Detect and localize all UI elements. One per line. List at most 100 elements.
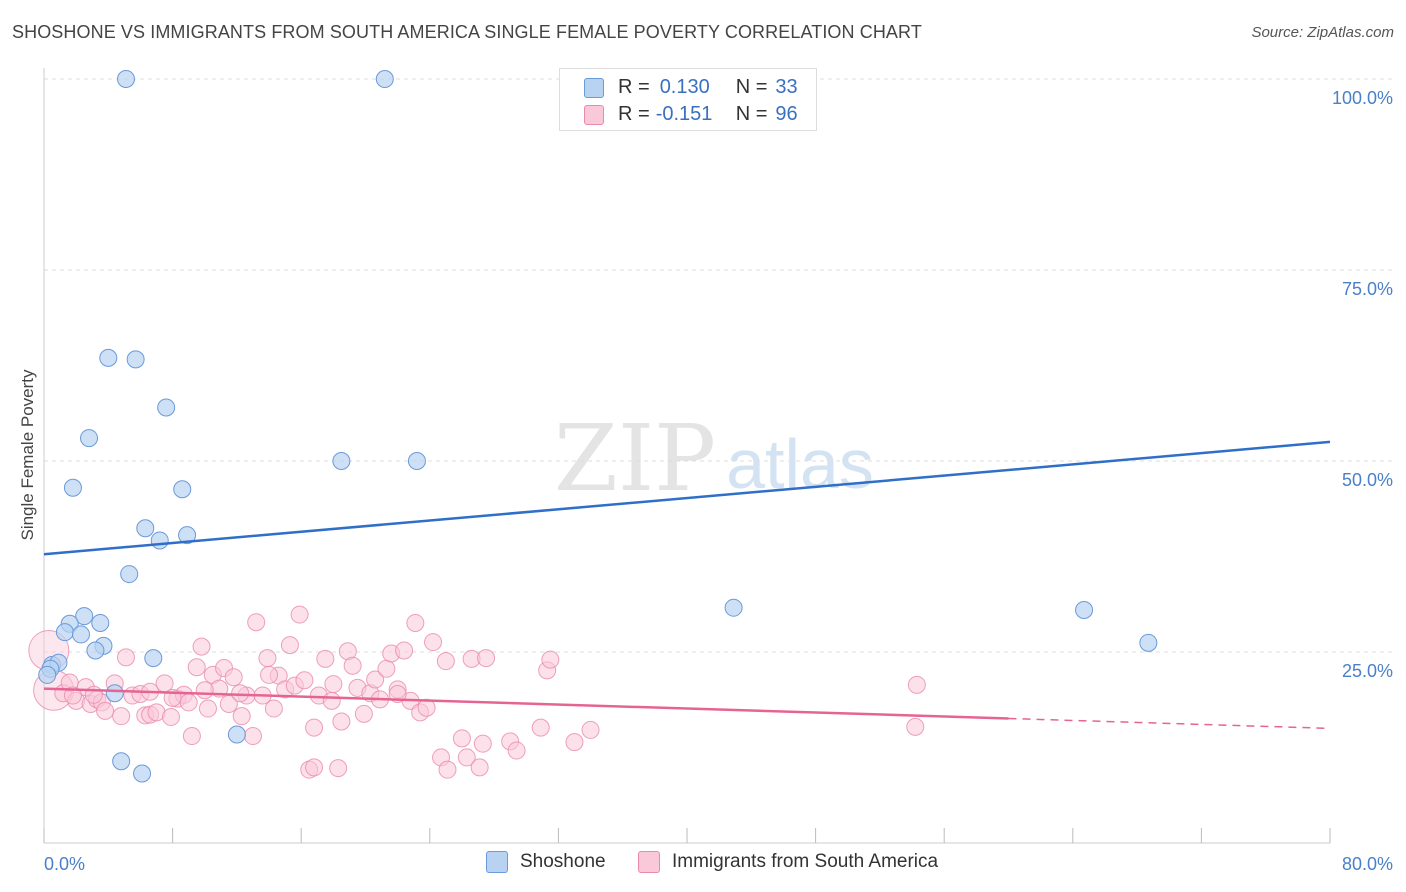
legend-row-immigrants: R = -0.151 N = 96 — [584, 102, 798, 126]
x-tick-label: 80.0% — [1342, 854, 1393, 874]
shoshone-point — [136, 519, 155, 538]
shoshone-point — [332, 452, 351, 470]
immigrants-point — [63, 686, 82, 705]
immigrants-point — [541, 650, 560, 669]
immigrants-point — [354, 704, 373, 723]
immigrants-point — [507, 741, 526, 760]
immigrants-point — [260, 665, 279, 684]
immigrants-point — [531, 718, 550, 737]
chart-title: SHOSHONE VS IMMIGRANTS FROM SOUTH AMERIC… — [12, 22, 922, 42]
immigrants-point — [198, 699, 217, 718]
immigrants-point — [906, 717, 925, 736]
immigrants-point — [232, 707, 251, 726]
shoshone-point — [157, 398, 176, 417]
shoshone-point — [1139, 633, 1158, 652]
immigrants-point — [290, 605, 309, 624]
immigrants-point — [182, 727, 201, 746]
immigrants-point — [395, 641, 414, 660]
immigrants-point — [305, 718, 324, 737]
shoshone-point — [80, 429, 99, 448]
legend-n-label: N = — [735, 75, 768, 98]
watermark-atlas: atlas — [726, 425, 874, 503]
shoshone-point — [144, 649, 163, 668]
legend-r-value-immigrants: -0.151 — [655, 102, 713, 125]
shoshone-point — [120, 565, 139, 584]
legend-swatch-immigrants — [584, 105, 604, 125]
axes — [43, 68, 1331, 844]
immigrants-point — [112, 707, 131, 726]
y-tick-label: 75.0% — [1342, 279, 1393, 299]
immigrants-point — [406, 613, 425, 632]
immigrants-points — [28, 605, 926, 779]
shoshone-point — [724, 598, 743, 617]
immigrants-point — [295, 671, 314, 690]
shoshone-point — [86, 641, 105, 660]
legend-row-shoshone: R = 0.130 N = 33 — [584, 75, 798, 99]
immigrants-point — [332, 712, 351, 731]
immigrants-point — [264, 699, 283, 718]
immigrants-point — [329, 759, 348, 778]
legend-swatch-immigrants — [638, 851, 660, 873]
immigrants-point — [322, 691, 341, 710]
legend-n-value-immigrants: 96 — [775, 102, 798, 125]
legend-label-immigrants: Immigrants from South America — [672, 851, 939, 872]
immigrants-point — [477, 649, 496, 668]
immigrants-point — [161, 707, 180, 726]
shoshone-point — [227, 725, 246, 744]
legend-r-value-shoshone: 0.130 — [659, 75, 710, 98]
immigrants-point — [179, 693, 198, 712]
shoshone-point — [105, 684, 124, 703]
immigrants-point — [581, 720, 600, 739]
shoshone-point — [112, 752, 131, 771]
legend-item-shoshone: Shoshone — [486, 851, 606, 873]
immigrants-point — [343, 656, 362, 675]
y-tick-label: 50.0% — [1342, 470, 1393, 490]
shoshone-points — [38, 70, 1158, 783]
immigrants-point — [424, 633, 443, 652]
shoshone-point — [173, 480, 192, 499]
immigrants-point — [224, 668, 243, 687]
immigrants-point — [907, 675, 926, 694]
shoshone-trend-line — [43, 440, 1331, 556]
immigrants-point — [247, 613, 266, 632]
immigrants-point — [243, 727, 262, 746]
immigrants-point — [192, 637, 211, 656]
shoshone-point — [71, 625, 90, 644]
immigrants-point — [305, 758, 324, 777]
immigrants-point — [324, 675, 343, 694]
legend-swatch-shoshone — [486, 851, 508, 873]
immigrants-point — [195, 681, 214, 700]
shoshone-point — [99, 348, 118, 367]
immigrants-point — [438, 760, 457, 779]
watermark-zip: ZIP — [554, 405, 716, 512]
legend-item-immigrants: Immigrants from South America — [638, 851, 938, 873]
immigrants-point — [366, 670, 385, 689]
legend-r-label: R = — [618, 102, 650, 125]
immigrants-point — [377, 659, 396, 678]
shoshone-point — [150, 531, 169, 550]
series-legend: Shoshone Immigrants from South America — [0, 851, 1406, 877]
immigrants-point — [565, 733, 584, 752]
shoshone-point — [126, 350, 145, 369]
shoshone-point — [1075, 600, 1094, 619]
legend-r-label: R = — [618, 75, 650, 98]
legend-swatch-shoshone — [584, 78, 604, 98]
shoshone-point — [133, 764, 152, 783]
shoshone-point — [38, 665, 57, 684]
immigrants-point — [231, 684, 250, 703]
shoshone-point — [75, 607, 94, 626]
legend-n-value-shoshone: 33 — [775, 75, 798, 98]
immigrants-point — [470, 758, 489, 777]
trend-lines — [43, 440, 1331, 730]
legend-n-label: N = — [735, 102, 768, 125]
grid-lines — [44, 78, 1394, 653]
shoshone-point — [91, 613, 110, 632]
y-tick-label: 25.0% — [1342, 661, 1393, 681]
immigrants-point — [258, 649, 277, 668]
shoshone-point — [375, 70, 394, 88]
immigrants-point — [452, 729, 471, 748]
correlation-legend: R = 0.130 N = 33 R = -0.151 N = 96 — [559, 68, 817, 131]
immigrants-point — [436, 652, 455, 671]
y-tick-label: 100.0% — [1332, 88, 1393, 108]
